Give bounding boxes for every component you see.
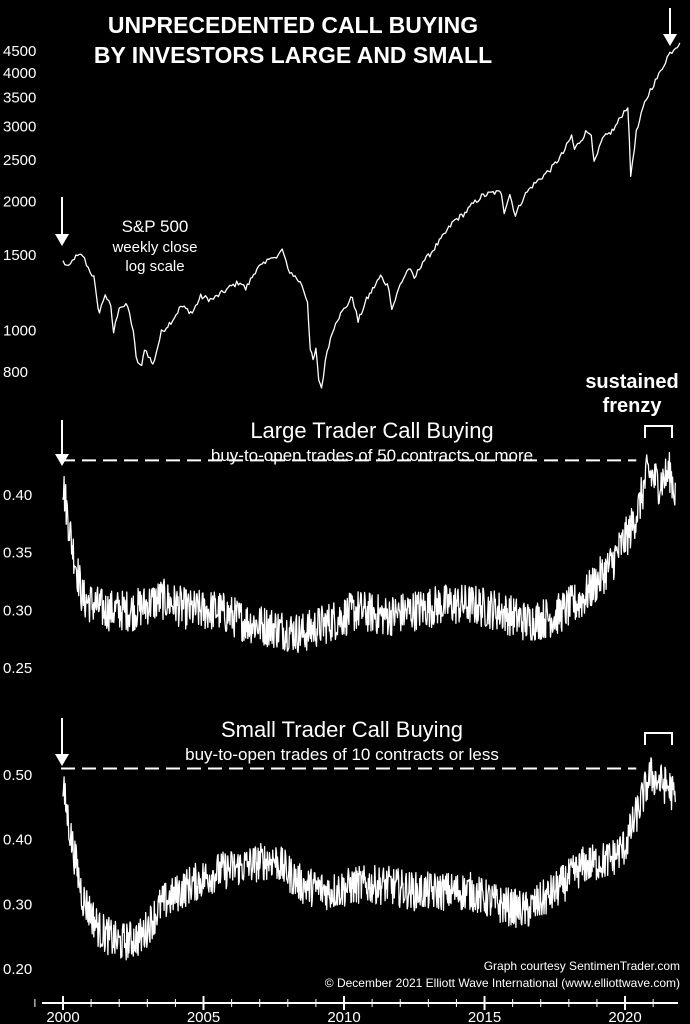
sp500-y-tick-label: 800 [3,364,28,381]
large-y-tick-label: 0.35 [3,545,32,562]
large-y-tick-label: 0.25 [3,660,32,677]
sp500-sublabel-1: weekly close [111,239,197,256]
large-trader-sublabel: buy-to-open trades of 50 contracts or mo… [211,446,533,465]
large-y-tick-label: 0.30 [3,602,32,619]
chart-title-line2: BY INVESTORS LARGE AND SMALL [94,42,492,68]
sp500-series-line [62,42,681,389]
sp500-end-arrow-head [663,34,677,46]
small-trader-sublabel: buy-to-open trades of 10 contracts or le… [185,745,499,764]
chart-marks: 2000 2005 2010 2015 2020 800 1000 1500 2000 2500 3… [3,8,681,1024]
sp500-y-tick-label: 4000 [3,65,36,82]
x-tick-label: 2015 [468,1009,501,1024]
sp500-y-tick-label: 3500 [3,90,36,107]
small-y-tick-label: 0.30 [3,896,32,913]
large-y-tick-label: 0.40 [3,487,32,504]
x-tick-label: 2010 [327,1009,360,1024]
x-tick-label: 2005 [187,1009,220,1024]
sp500-y-tick-label: 4500 [3,43,36,60]
large-trader-label: Large Trader Call Buying [250,418,493,443]
x-tick-label: 2020 [608,1009,641,1024]
sp500-y-tick-label: 2500 [3,152,36,169]
large-start-arrow-head [55,454,69,466]
chart-title-line1: UNPRECEDENTED CALL BUYING [108,12,478,38]
sp500-start-arrow-head [55,234,69,246]
small-y-tick-label: 0.20 [3,961,32,978]
large-frenzy-bracket [644,425,673,438]
sp500-y-tick-label: 1000 [3,323,36,340]
x-tick-label: 2000 [46,1009,79,1024]
small-trader-label: Small Trader Call Buying [221,717,463,742]
sp500-y-tick-label: 1500 [3,247,36,264]
small-y-tick-label: 0.50 [3,767,32,784]
credit-line1: Graph courtesy SentimenTrader.com [484,959,680,973]
callout-line2: frenzy [603,395,663,417]
small-y-tick-label: 0.40 [3,832,32,849]
small-series-line [62,757,676,961]
sp500-label: S&P 500 [122,217,189,236]
sp500-y-tick-label: 3000 [3,118,36,135]
small-start-arrow-head [55,754,69,766]
sp500-sublabel-2: log scale [125,258,184,275]
small-frenzy-bracket [644,732,673,745]
credit-line2: © December 2021 Elliott Wave Internation… [325,976,680,990]
large-series-line [62,451,676,654]
callout-line1: sustained [585,371,678,393]
sp500-y-tick-label: 2000 [3,194,36,211]
